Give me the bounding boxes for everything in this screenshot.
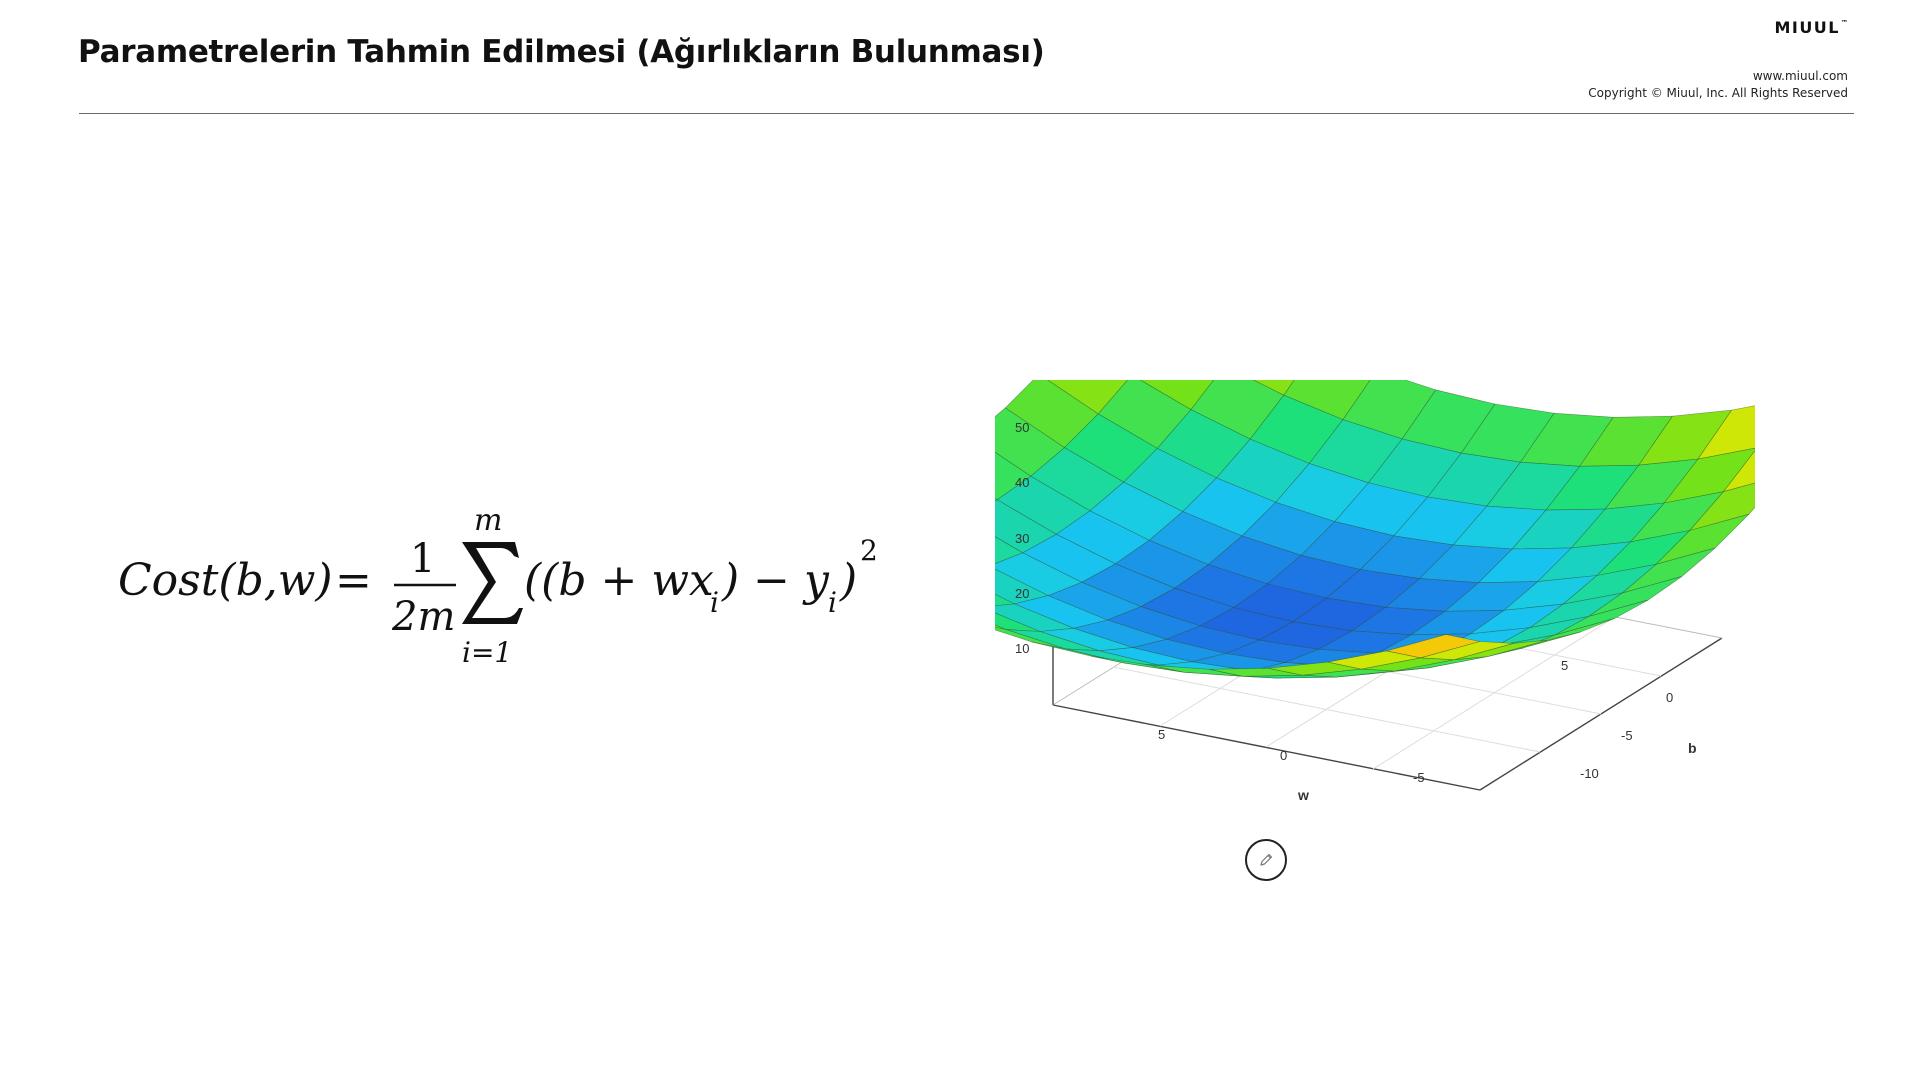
cost-surface-mesh <box>995 380 1755 679</box>
annotate-pen-button[interactable] <box>1245 839 1287 881</box>
z-tick-label: 30 <box>1015 531 1029 546</box>
b-tick-label: -5 <box>1621 728 1633 743</box>
sum-lower-limit: i=1 <box>462 636 512 669</box>
summation-sign <box>462 542 523 624</box>
b-tick-label: -10 <box>1580 766 1599 781</box>
w-tick-label: -5 <box>1413 770 1425 785</box>
formula-equals: = <box>335 555 372 606</box>
slide-title: Parametrelerin Tahmin Edilmesi (Ağırlıkl… <box>78 34 1045 70</box>
z-tick-label: 50 <box>1015 420 1029 435</box>
cost-function-formula: Cost(b,w) = 1 2m m i=1 ((b + wx i ) − y … <box>118 503 878 669</box>
b-axis-label: b <box>1688 740 1697 756</box>
fraction-numerator: 1 <box>410 536 435 582</box>
website-url: www.miuul.com <box>1752 69 1848 83</box>
header-divider <box>79 113 1854 114</box>
superscript-power: 2 <box>860 534 878 567</box>
brand-name: MIUUL <box>1774 18 1840 37</box>
subscript-i-first: i <box>710 586 719 619</box>
copyright-notice: Copyright © Miuul, Inc. All Rights Reser… <box>1588 86 1848 100</box>
b-tick-label: 5 <box>1561 658 1568 673</box>
pencil-icon <box>1260 853 1273 866</box>
surface-patch <box>1722 450 1755 493</box>
w-axis-label: w <box>1297 787 1309 803</box>
formula-body-open: ((b + wx <box>524 555 714 606</box>
fraction-denominator: 2m <box>391 594 455 640</box>
brand-logo: MIUUL™ <box>1774 18 1848 37</box>
z-tick-label: 40 <box>1015 475 1029 490</box>
sum-upper-limit: m <box>474 503 502 538</box>
formula-body-close: ) <box>839 555 857 606</box>
z-tick-label: 10 <box>1015 641 1029 656</box>
w-tick-label: 5 <box>1158 727 1165 742</box>
b-tick-label: 0 <box>1666 690 1673 705</box>
cost-surface-plot: 50 40 30 20 10 5 0 -5 5 0 -5 -10 w b <box>995 380 1755 803</box>
surface-patch <box>1386 634 1480 659</box>
formula-body-mid: ) − y <box>721 555 830 606</box>
trademark-symbol: ™ <box>1841 19 1848 27</box>
formula-lhs: Cost(b,w) <box>118 555 333 606</box>
z-tick-label: 20 <box>1015 586 1029 601</box>
subscript-i-second: i <box>828 586 837 619</box>
w-tick-label: 0 <box>1280 748 1287 763</box>
w-axis-line <box>1052 704 1481 791</box>
